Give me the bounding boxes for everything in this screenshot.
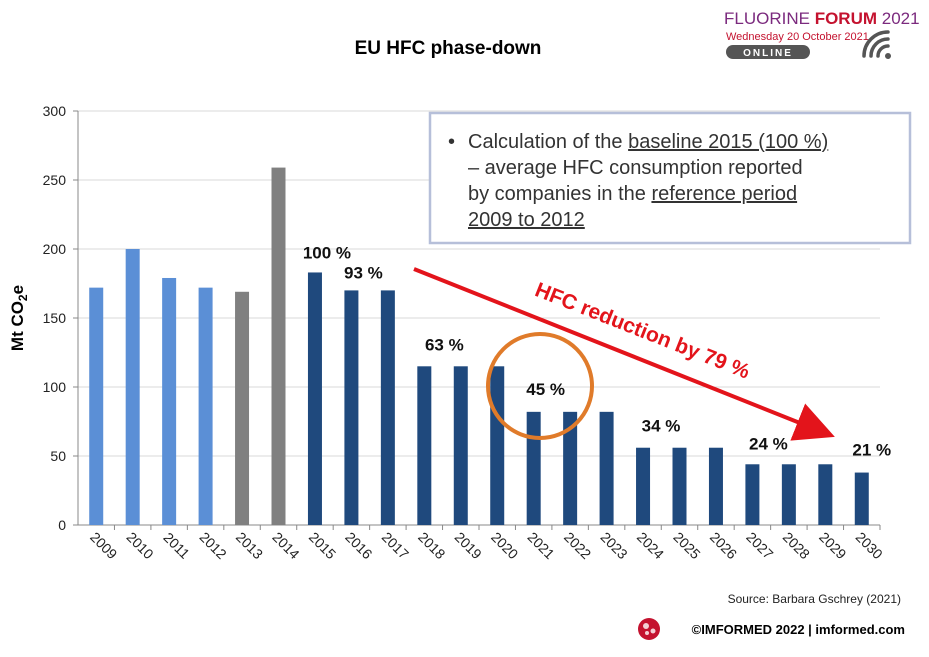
bar-2017 [380,290,395,525]
bar-2018 [417,366,432,525]
logo-date: Wednesday 20 October 2021 [726,31,869,43]
percent-label: 93 % [344,263,383,282]
percent-label: 34 % [642,417,681,436]
bar-2025 [672,447,687,525]
bar-2015 [307,272,322,525]
bar-2010 [125,249,140,525]
logo-badge-bg [726,45,810,59]
y-axis-label: Mt CO2e [8,285,30,351]
y-tick-label: 300 [43,103,67,119]
x-ticks: 2009 2010 2011 2012 2013 2014 2015 2016 2017 2018… [87,529,886,562]
bar-2012 [198,287,213,525]
reduction-arrow-line [413,267,835,441]
bar-2024 [636,447,651,525]
y-tick-label: 0 [58,517,66,533]
footer-text: ©IMFORMED 2022 | imformed.com [692,622,905,637]
logo-text-1: FLUORINE [724,9,815,28]
source-note: Source: Barbara Gschrey (2021) [728,592,901,606]
bar-2011 [162,277,177,525]
x-tick-label: 2018 [415,529,448,562]
callout-line-4: 2009 to 2012 [468,209,585,231]
x-tick-label: 2013 [233,529,266,562]
callout-line-2: – average HFC consumption reported [468,157,803,179]
y-tick-label: 250 [43,172,67,188]
x-tick-label: 2011 [160,529,193,562]
y-tick-label: 150 [43,310,67,326]
x-tick-label: 2023 [597,529,630,562]
x-tick-label: 2016 [342,529,375,562]
bar-2009 [89,287,104,525]
x-tick-label: 2024 [634,529,667,562]
y-tick-label: 100 [43,379,67,395]
chart-title: EU HFC phase-down [355,38,542,59]
x-tick-label: 2026 [707,529,740,562]
bar-2030 [854,472,869,525]
x-tick-label: 2022 [561,529,594,562]
bar-2027 [745,464,760,525]
imformed-logo-icon [638,618,660,640]
broadcast-waves-icon [862,30,891,59]
x-tick-label: 2020 [488,529,521,562]
x-tick-label: 2030 [853,529,886,562]
y-ticks: 0 50 100 150 200 250 300 [43,103,67,533]
callout-line-1: Calculation of the baseline 2015 (100 %) [468,131,828,153]
bar-2026 [708,447,723,525]
fluorine-forum-logo: FLUORINE FORUM 2021 Wednesday 20 October… [724,9,920,59]
baseline-callout: • Calculation of the baseline 2015 (100 … [428,111,912,245]
logo-text-3: 2021 [877,9,920,28]
logo-badge: ONLINE [743,48,793,59]
bar-2014 [271,167,286,525]
x-tick-label: 2027 [743,529,776,562]
x-tick-label: 2019 [452,529,485,562]
callout-box [428,111,912,245]
bar-2013 [235,291,250,525]
x-tick-label: 2028 [780,529,813,562]
bar-2019 [453,366,468,525]
y-tick-label: 200 [43,241,67,257]
logo-text-2: FORUM [815,9,877,28]
svg-text:FLUORINE FORUM 2021: FLUORINE FORUM 2021 [724,9,920,28]
percent-label: 24 % [749,434,788,453]
percent-label: 21 % [852,441,891,460]
bar-2029 [818,464,833,525]
x-tick-label: 2017 [379,529,412,562]
bar-2028 [781,464,796,525]
percent-label: 63 % [425,335,464,354]
percent-annotations: 100 %93 % 63 % 45 % 34 % 24 % 21 % [303,243,891,459]
highlight-circle [486,332,594,440]
x-tick-label: 2029 [816,529,849,562]
percent-label: 100 % [303,243,351,262]
reduction-arrow: HFC reduction by 79 % [413,267,835,441]
bars [89,167,869,525]
bar-2022 [563,411,578,525]
bar-2016 [344,290,359,525]
y-tick-label: 50 [50,448,66,464]
callout-line-3: by companies in the reference period [468,183,797,205]
bar-2020 [490,366,505,525]
percent-label: 45 % [526,380,565,399]
x-tick-label: 2010 [124,529,157,562]
bar-2023 [599,411,614,525]
bar-2021 [526,411,541,525]
callout-bullet: • [448,131,455,153]
x-tick-label: 2025 [670,529,703,562]
x-tick-label: 2009 [87,529,120,562]
x-tick-label: 2014 [269,529,302,562]
x-tick-label: 2015 [306,529,339,562]
x-tick-label: 2012 [196,529,229,562]
x-tick-label: 2021 [525,529,558,562]
